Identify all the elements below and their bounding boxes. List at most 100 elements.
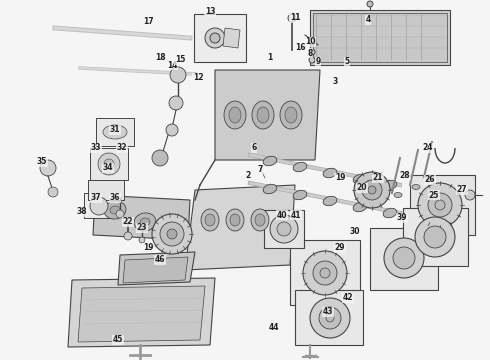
Text: 46: 46 (155, 256, 165, 265)
Text: 37: 37 (91, 194, 101, 202)
Circle shape (384, 238, 424, 278)
Ellipse shape (412, 184, 420, 189)
Text: 7: 7 (257, 166, 263, 175)
Circle shape (124, 232, 132, 240)
Circle shape (270, 215, 298, 243)
Circle shape (303, 251, 347, 295)
Text: 25: 25 (429, 190, 439, 199)
Ellipse shape (383, 208, 397, 218)
Text: 41: 41 (291, 211, 301, 220)
Ellipse shape (170, 230, 180, 238)
Bar (84, 193, 114, 218)
Circle shape (435, 200, 445, 210)
Circle shape (48, 187, 58, 197)
Bar (90, 148, 128, 180)
Ellipse shape (226, 209, 244, 231)
Bar (310, 10, 450, 65)
Ellipse shape (134, 213, 156, 231)
Text: 18: 18 (155, 54, 165, 63)
Ellipse shape (285, 107, 297, 123)
Text: 34: 34 (103, 163, 113, 172)
Text: 40: 40 (277, 211, 287, 220)
Text: 9: 9 (316, 58, 320, 67)
Polygon shape (78, 286, 205, 342)
Circle shape (160, 222, 184, 246)
Bar (313, 13, 447, 62)
Circle shape (320, 268, 330, 278)
Circle shape (139, 237, 145, 243)
Circle shape (428, 193, 452, 217)
Text: 30: 30 (350, 228, 360, 237)
Ellipse shape (103, 125, 127, 139)
Circle shape (326, 314, 334, 322)
Circle shape (40, 160, 56, 176)
Text: 10: 10 (305, 37, 315, 46)
Text: 14: 14 (167, 60, 177, 69)
Circle shape (152, 214, 192, 254)
Ellipse shape (426, 176, 434, 181)
Circle shape (288, 14, 296, 22)
Ellipse shape (293, 162, 307, 172)
Ellipse shape (293, 190, 307, 200)
Text: 29: 29 (335, 243, 345, 252)
Circle shape (415, 217, 455, 257)
Circle shape (393, 247, 415, 269)
Circle shape (418, 183, 462, 227)
Circle shape (167, 229, 177, 239)
Bar (88, 180, 124, 200)
Ellipse shape (110, 206, 120, 214)
Text: 19: 19 (143, 243, 153, 252)
Bar (290, 240, 360, 305)
Text: 33: 33 (91, 144, 101, 153)
Text: 13: 13 (205, 8, 215, 17)
Circle shape (424, 226, 446, 248)
Text: 16: 16 (295, 44, 305, 53)
Circle shape (313, 261, 337, 285)
Ellipse shape (383, 180, 397, 190)
Text: 17: 17 (143, 18, 153, 27)
Ellipse shape (323, 168, 337, 178)
Bar (370, 228, 438, 290)
Polygon shape (118, 252, 195, 285)
Polygon shape (215, 70, 320, 160)
Circle shape (309, 39, 315, 45)
Circle shape (368, 186, 376, 194)
Circle shape (210, 33, 220, 43)
Circle shape (152, 150, 168, 166)
Ellipse shape (224, 101, 246, 129)
Polygon shape (123, 257, 188, 283)
Text: 32: 32 (117, 144, 127, 153)
Circle shape (116, 210, 124, 218)
Circle shape (170, 67, 186, 83)
Text: 39: 39 (397, 213, 407, 222)
Ellipse shape (257, 107, 269, 123)
Circle shape (309, 49, 315, 55)
Ellipse shape (323, 196, 337, 206)
Bar (403, 208, 468, 266)
Text: 15: 15 (175, 55, 185, 64)
Circle shape (277, 222, 291, 236)
Text: 24: 24 (423, 144, 433, 153)
Text: 42: 42 (343, 293, 353, 302)
Polygon shape (185, 185, 295, 270)
Text: 19: 19 (335, 174, 345, 183)
Text: 11: 11 (290, 13, 300, 22)
Circle shape (319, 307, 341, 329)
Ellipse shape (255, 214, 265, 226)
Ellipse shape (394, 193, 402, 198)
Ellipse shape (353, 174, 367, 184)
Text: 8: 8 (307, 49, 313, 58)
Ellipse shape (353, 202, 367, 212)
Circle shape (169, 96, 183, 110)
Ellipse shape (263, 156, 277, 166)
Text: 1: 1 (268, 54, 272, 63)
Text: 28: 28 (400, 171, 410, 180)
Text: 27: 27 (457, 185, 467, 194)
Polygon shape (93, 195, 190, 240)
Ellipse shape (280, 101, 302, 129)
Circle shape (309, 57, 315, 63)
Text: 43: 43 (323, 307, 333, 316)
Ellipse shape (104, 201, 126, 219)
Text: 4: 4 (366, 15, 370, 24)
Text: 23: 23 (137, 224, 147, 233)
